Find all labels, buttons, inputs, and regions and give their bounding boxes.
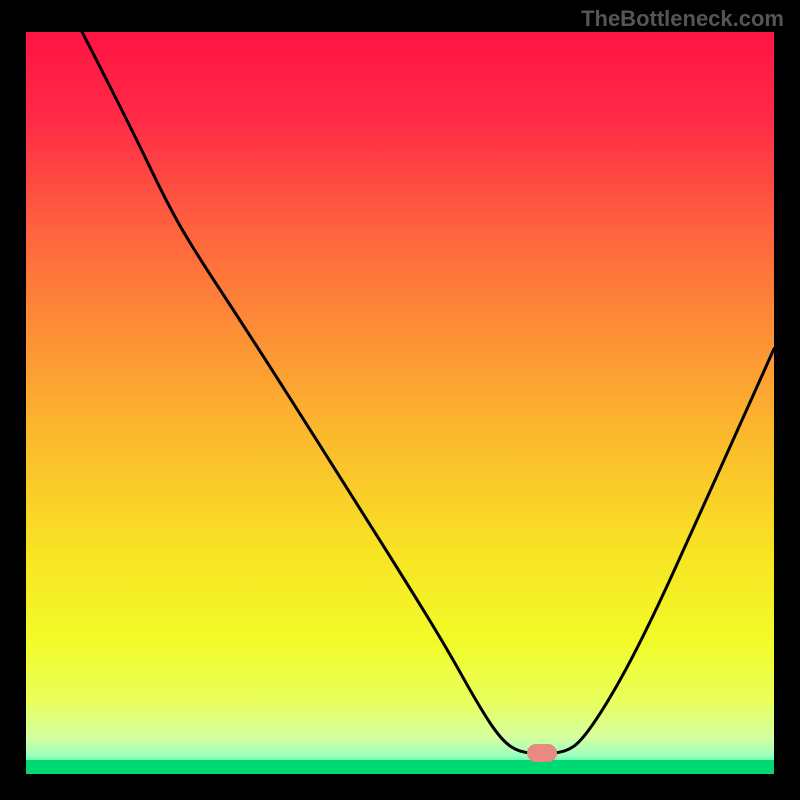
curve-path	[82, 32, 774, 753]
watermark-text: TheBottleneck.com	[581, 6, 784, 32]
chart-frame: TheBottleneck.com	[0, 0, 800, 800]
bottleneck-curve	[26, 32, 774, 774]
optimal-marker	[527, 744, 557, 762]
